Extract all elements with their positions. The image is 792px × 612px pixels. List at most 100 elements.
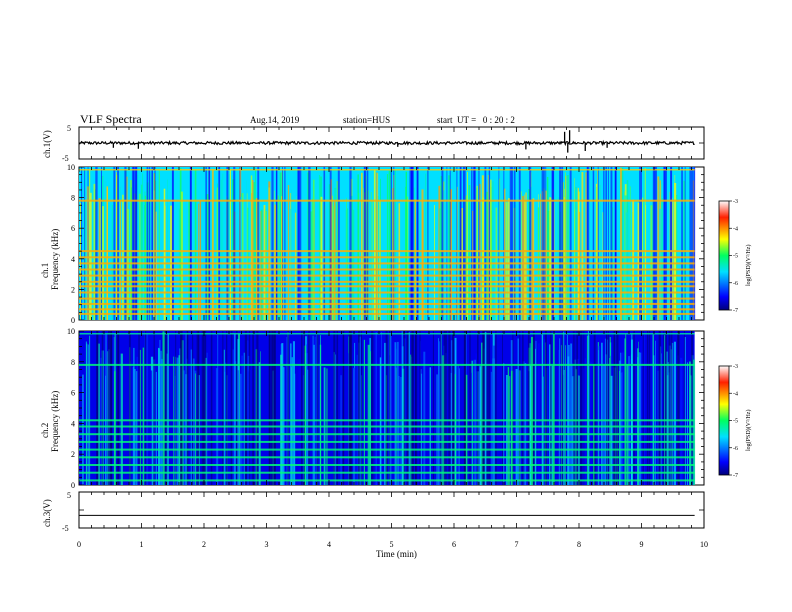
spectrogram-streak <box>367 344 370 485</box>
spectrogram-dark-streak <box>648 331 651 485</box>
spectrogram-streak <box>528 365 532 485</box>
spectrogram-streak <box>194 169 197 320</box>
spectrogram-dark-streak <box>385 331 388 485</box>
spectrogram-streak <box>239 373 242 485</box>
spectrogram-dark-streak <box>236 331 238 485</box>
spectrogram-dark-streak <box>124 167 127 320</box>
spectrogram-streak <box>565 176 567 320</box>
ch2-spectrogram-yticklabels: 0 2 4 6 8 10 <box>67 327 75 490</box>
y-tick-label: 6 <box>71 389 75 398</box>
spectrogram-streak <box>567 179 569 320</box>
spectrogram-streak <box>295 168 298 320</box>
spectrogram-dark-streak <box>503 167 505 320</box>
y-tick-label: 2 <box>71 450 75 459</box>
ch1-ylabel: ch.1(V) <box>42 130 52 158</box>
spectrogram-streak <box>119 200 121 320</box>
spectrogram-dark-streak <box>361 331 362 485</box>
spectrogram-streak <box>656 332 659 485</box>
spectrogram-streak <box>190 349 192 485</box>
spectrogram-band <box>79 419 695 422</box>
spectrogram-streak <box>657 176 660 320</box>
spectrogram-dark-streak <box>542 167 545 320</box>
ch1-spectrogram-yticklabels: 0 2 4 6 8 10 <box>67 163 75 325</box>
spectrogram-dark-streak <box>608 331 610 485</box>
spectrogram-dark-streak <box>456 167 458 320</box>
y-tick-label: 8 <box>71 194 75 203</box>
spectrogram-streak <box>438 338 439 485</box>
spectrogram-streak <box>479 365 482 485</box>
spectrogram-streak <box>620 167 622 320</box>
colorbar-tick-label: -3 <box>733 364 738 370</box>
spectrogram-streak <box>552 332 555 485</box>
spectrogram-dark-streak <box>256 331 259 485</box>
spectrogram-dark-streak <box>287 331 289 485</box>
spectrogram-dark-streak <box>101 331 104 485</box>
spectrogram-dark-streak <box>272 331 274 485</box>
spectrogram-band <box>79 464 695 466</box>
spectrogram-streak <box>185 333 187 485</box>
spectrogram-streak <box>273 190 275 320</box>
spectrogram-streak <box>503 363 505 485</box>
ch1-waveform-trace <box>78 130 695 153</box>
spectrogram-streak <box>182 370 185 485</box>
spectrogram-streak <box>159 339 161 485</box>
y-tick-label: 0 <box>71 481 75 490</box>
spectrogram-streak <box>531 199 534 320</box>
spectrogram-streak <box>268 187 270 320</box>
spectrogram-streak <box>397 341 399 485</box>
spectrogram-streak <box>481 342 483 485</box>
spectrogram-streak <box>256 198 258 320</box>
spectrogram-dark-streak <box>592 167 595 320</box>
spectrogram-band <box>79 333 695 335</box>
spectrogram-dark-streak <box>614 167 617 320</box>
spectrogram-dark-streak <box>406 331 409 485</box>
ch2-spec-ylabel-line2: Frequency (kHz) <box>50 391 60 452</box>
spectrogram-streak <box>638 341 639 485</box>
spectrogram-streak <box>597 169 598 320</box>
spectrogram-streak <box>155 211 157 320</box>
spectrogram-dark-streak <box>606 331 608 485</box>
spectrogram-streak <box>558 349 560 485</box>
y-tick-label: 6 <box>71 224 75 233</box>
spectrogram-dark-streak <box>551 167 555 320</box>
spectrogram-streak <box>146 333 149 485</box>
spectrogram-streak <box>422 209 424 320</box>
ch3-ylabel: ch.3(V) <box>42 499 52 527</box>
spectrogram-dark-streak <box>367 167 369 320</box>
spectrogram-streak <box>549 197 552 320</box>
spectrogram-streak <box>439 341 442 485</box>
spectrogram-streak <box>621 167 624 320</box>
spectrogram-streak <box>313 344 315 485</box>
spectrogram-streak <box>491 210 492 320</box>
spectrogram-dark-streak <box>108 331 109 485</box>
spectrogram-streak <box>130 187 132 320</box>
spectrogram-dark-streak <box>427 167 429 320</box>
spectrogram-streak <box>312 335 314 485</box>
spectrogram-streak <box>489 179 492 320</box>
spectrogram-dark-streak <box>498 167 500 320</box>
spectrogram-dark-streak <box>342 331 344 485</box>
spectrogram-streak <box>625 334 627 485</box>
spectrogram-streak <box>450 372 452 485</box>
spectrogram-dark-streak <box>444 331 447 485</box>
y-tick-label: 10 <box>67 163 75 172</box>
spectrogram-streak <box>535 340 537 485</box>
spectrogram-streak <box>314 336 316 485</box>
spectrogram-streak <box>310 211 313 320</box>
spectrogram-dark-streak <box>218 167 221 320</box>
spectrogram-dark-streak <box>670 167 672 320</box>
spectrogram-streak <box>574 209 576 320</box>
spectrogram-dark-streak <box>593 331 596 485</box>
ch3-ytick-bottom: -5 <box>62 524 69 533</box>
spectrogram-dark-streak <box>671 331 673 485</box>
spectrogram-streak <box>223 349 225 485</box>
spectrogram-dark-streak <box>488 167 491 320</box>
colorbar-tick-label: -4 <box>733 391 738 397</box>
spectrogram-streak <box>357 174 359 320</box>
spectrogram-dark-streak <box>545 167 547 320</box>
spectrogram-dark-streak <box>257 167 260 320</box>
spectrogram-streak <box>641 197 644 320</box>
spectrogram-dark-streak <box>337 167 340 320</box>
spectrogram-streak <box>542 376 544 485</box>
